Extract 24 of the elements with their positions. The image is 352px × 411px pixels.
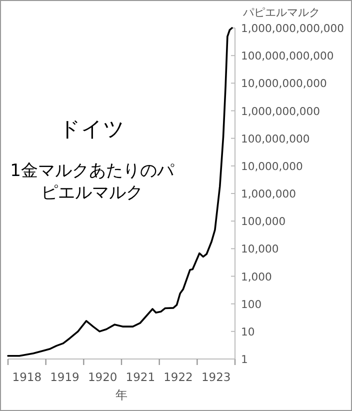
x-tick-label: 1923 [201,370,231,384]
y-tick-label: 100,000 [241,215,286,228]
x-tick-label: 1920 [88,370,118,384]
y-tick-label: 1,000,000,000 [241,104,320,118]
y-tick-label: 10,000,000,000 [241,77,327,90]
y-tick-label: 10,000,000 [241,160,303,173]
y-tick-label: 1,000,000,000,000 [241,22,344,35]
x-tick-label: 1922 [164,370,193,384]
text: 1金マルクあたりのパピエルマルク [10,161,175,203]
y-tick-label: 100 [241,298,262,311]
y-tick-label: 100,000,000 [241,132,310,146]
y-tick-label: 10 [241,325,255,338]
x-axis-title: 年 [116,388,128,402]
x-tick-label: 1921 [126,370,156,384]
x-tick-label: 1919 [50,370,80,384]
line-series [7,27,233,357]
y-tick-label: 1 [241,353,248,366]
y-tick-label: 1,000,000 [241,188,296,200]
y-tick-label: 1,000 [241,270,272,284]
x-tick-label: 1918 [12,370,42,384]
y-axis-title: パピエルマルク [242,6,320,19]
y-tick-label: 100,000,000,000 [241,50,334,63]
y-tick-label: 10,000 [241,242,279,256]
text: ドイツ [59,117,125,141]
